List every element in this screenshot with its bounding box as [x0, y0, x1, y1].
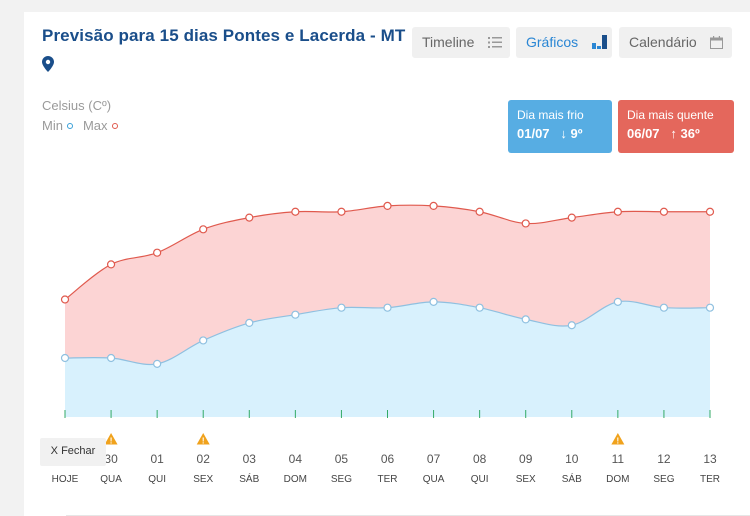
max-point	[337, 207, 346, 216]
coldest-day-label: Dia mais frio	[517, 108, 584, 122]
legend-unit: Celsius (Cº)	[42, 98, 112, 113]
x-day-label: HOJE	[52, 474, 79, 485]
max-point	[613, 207, 622, 216]
hottest-day-value: ↑ 36º	[670, 126, 700, 141]
legend-max-marker	[111, 123, 118, 130]
x-day-label: SEX	[193, 474, 213, 485]
x-day-label: DOM	[284, 474, 307, 485]
svg-text:!: !	[617, 437, 620, 446]
min-point	[705, 303, 715, 312]
tab-calendario[interactable]: Calendário	[619, 27, 732, 58]
tab-calendario-label: Calendário	[629, 34, 697, 50]
x-day-label: SEG	[653, 474, 674, 485]
x-day-label: QUA	[423, 474, 445, 485]
x-date-label: 11	[612, 452, 625, 466]
max-point	[153, 248, 162, 257]
x-day-label: QUI	[471, 474, 489, 485]
min-point	[383, 303, 392, 312]
legend-max-label: Max	[82, 118, 108, 133]
svg-text:!: !	[202, 437, 205, 446]
min-point	[291, 310, 300, 319]
warning-icon: !	[611, 433, 625, 446]
x-day-label: SÁB	[239, 472, 259, 485]
max-point	[705, 207, 715, 216]
min-point	[613, 297, 622, 306]
x-date-label: 30	[104, 452, 118, 466]
min-point	[429, 297, 438, 306]
forecast-card: Previsão para 15 dias Pontes e Lacerda -…	[24, 12, 750, 516]
x-day-label: SÁB	[562, 472, 582, 485]
x-day-label: TER	[378, 474, 398, 485]
min-point	[337, 303, 346, 312]
max-point	[199, 225, 208, 234]
warning-icon: !	[196, 433, 210, 446]
x-date-label: 08	[473, 452, 487, 466]
x-day-label: QUI	[148, 474, 166, 485]
list-icon	[488, 37, 502, 48]
min-point	[106, 353, 116, 363]
bar-chart-icon	[592, 35, 607, 49]
svg-text:!: !	[110, 437, 113, 446]
max-point	[475, 207, 484, 216]
min-point	[60, 353, 70, 363]
min-point	[153, 359, 162, 368]
hottest-day-badge: Dia mais quente 06/07 ↑ 36º	[618, 100, 734, 153]
page-title: Previsão para 15 dias Pontes e Lacerda -…	[42, 26, 406, 45]
legend-min-label: Min	[42, 118, 63, 133]
min-area	[65, 301, 710, 417]
calendar-icon	[710, 36, 723, 49]
x-date-label: 03	[243, 452, 257, 466]
min-point	[659, 303, 669, 312]
max-point	[106, 260, 116, 269]
x-date-label: 10	[565, 452, 579, 466]
tab-graficos-label: Gráficos	[526, 34, 579, 50]
x-date-label: 09	[519, 452, 533, 466]
x-day-label: SEG	[331, 474, 352, 485]
min-point	[475, 303, 484, 312]
max-point	[429, 201, 438, 210]
min-point	[567, 321, 576, 330]
warning-icon: !	[104, 433, 118, 446]
x-date-label: 07	[427, 452, 441, 466]
coldest-day-date: 01/07	[517, 126, 550, 141]
temperature-chart: 30HOJE!30QUA01QUI!02SEX03SÁB04DOM05SEG06…	[52, 201, 720, 485]
x-day-label: SEX	[516, 474, 536, 485]
max-point	[245, 213, 254, 222]
location-pin-icon	[42, 56, 54, 72]
hottest-day-date: 06/07	[627, 126, 660, 141]
coldest-day-value: ↓ 9º	[560, 126, 583, 141]
x-day-label: TER	[700, 474, 720, 485]
x-date-label: 13	[703, 452, 717, 466]
legend-min-marker	[66, 123, 73, 130]
close-button[interactable]: X Fechar	[40, 438, 106, 466]
x-date-label: 06	[381, 452, 395, 466]
x-date-label: 05	[335, 452, 349, 466]
tab-timeline[interactable]: Timeline	[412, 27, 510, 58]
min-point	[199, 336, 208, 345]
x-day-label: QUA	[100, 474, 122, 485]
max-point	[521, 219, 530, 228]
x-day-label: DOM	[606, 474, 629, 485]
hottest-day-label: Dia mais quente	[627, 108, 714, 122]
x-date-label: 01	[150, 452, 164, 466]
min-point	[245, 318, 254, 327]
x-date-label: 12	[657, 452, 671, 466]
coldest-day-badge: Dia mais frio 01/07 ↓ 9º	[508, 100, 612, 153]
max-point	[383, 201, 392, 210]
max-point	[291, 207, 300, 216]
max-point	[659, 207, 669, 216]
max-point	[60, 295, 70, 304]
x-date-label: 04	[289, 452, 303, 466]
tab-graficos[interactable]: Gráficos	[516, 27, 612, 58]
min-point	[521, 315, 530, 324]
max-point	[567, 213, 576, 222]
x-date-label: 02	[197, 452, 211, 466]
tab-timeline-label: Timeline	[422, 34, 475, 50]
legend: Min Max	[42, 118, 128, 133]
